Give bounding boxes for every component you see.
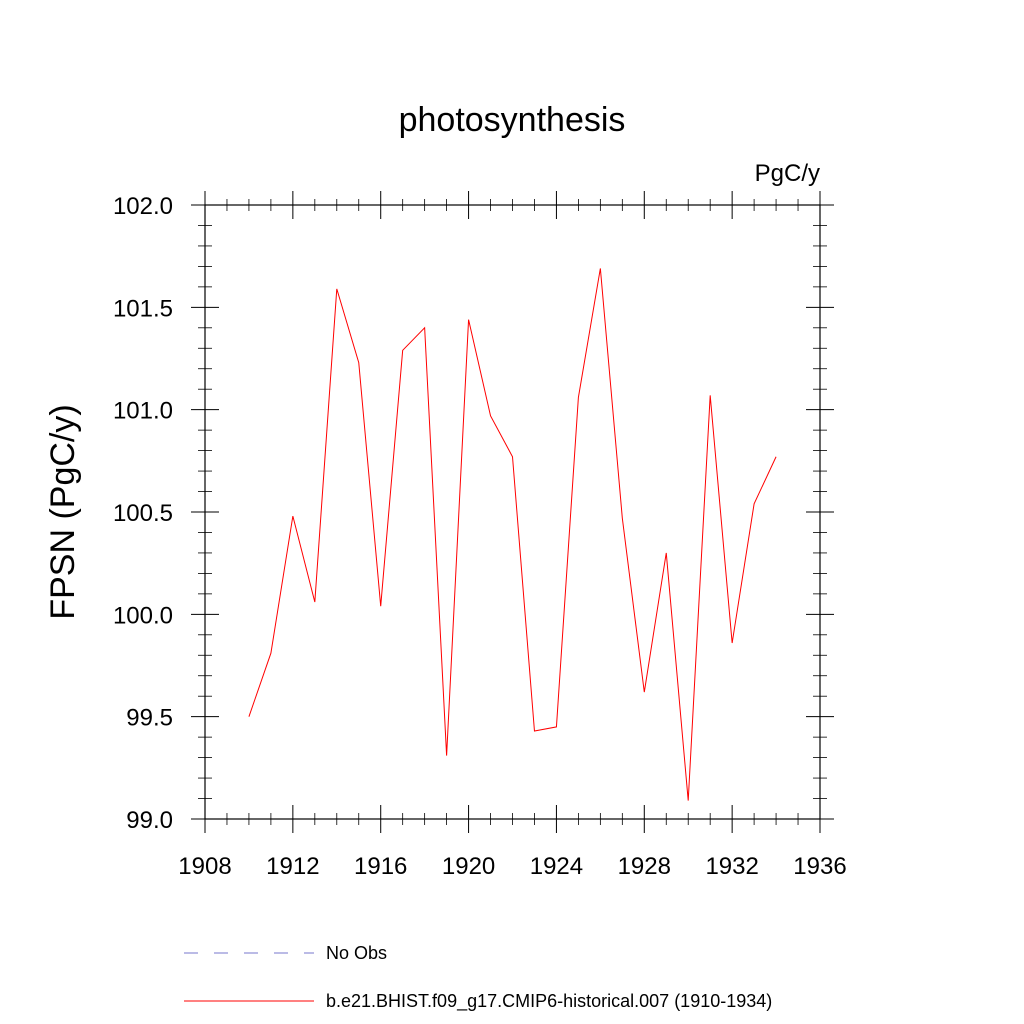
legend: No Obs b.e21.BHIST.f09_g17.CMIP6-histori… (184, 943, 772, 1012)
x-tick-label: 1912 (266, 853, 319, 880)
x-tick-label: 1932 (705, 853, 758, 880)
chart-title: photosynthesis (399, 101, 626, 139)
x-tick-label: 1920 (442, 853, 495, 880)
x-tick-label: 1908 (178, 853, 231, 880)
series-line-0 (248, 268, 777, 801)
x-tick-label: 1916 (354, 853, 407, 880)
legend-label-model: b.e21.BHIST.f09_g17.CMIP6-historical.007… (326, 991, 772, 1012)
y-tick-label: 100.0 (113, 602, 173, 629)
y-tick-label: 99.5 (126, 705, 173, 732)
x-tick-label: 1924 (530, 853, 583, 880)
y-axis-ticks: 99.0 99.5 100.0 100.5 101.0 101.5 102.0 (113, 193, 834, 834)
y-tick-label: 100.5 (113, 500, 173, 527)
plot-frame (204, 204, 821, 820)
y-tick-label: 101.0 (113, 398, 173, 425)
series-layer (248, 268, 777, 801)
x-tick-label: 1936 (793, 853, 846, 880)
y-tick-label: 102.0 (113, 193, 173, 220)
y-tick-label: 99.0 (126, 807, 173, 834)
units-label: PgC/y (755, 160, 820, 187)
y-tick-label: 101.5 (113, 295, 173, 322)
x-axis-ticks: 1908 1912 1916 1920 1924 1928 1932 1936 (178, 191, 847, 880)
legend-label-no-obs: No Obs (326, 943, 387, 963)
y-axis-label: FPSN (PgC/y) (44, 404, 82, 619)
x-tick-label: 1928 (618, 853, 671, 880)
